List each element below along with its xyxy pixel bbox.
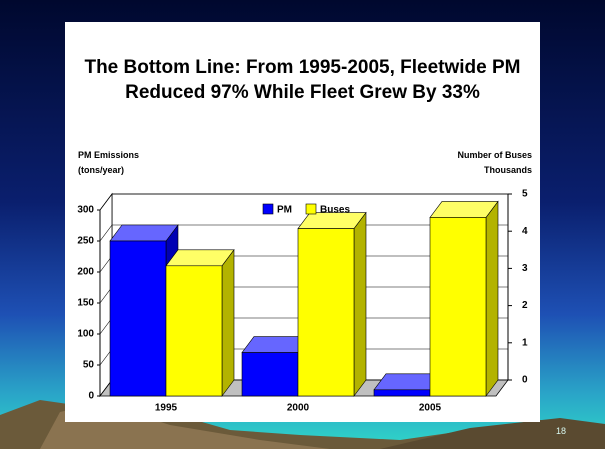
grid-line xyxy=(99,224,508,242)
bar-side xyxy=(353,211,367,397)
x-tick-label: 1995 xyxy=(155,403,178,414)
bar xyxy=(429,217,487,397)
y2-tick-label: 1 xyxy=(522,337,528,348)
y-tick-label: 300 xyxy=(77,205,94,216)
bar-top xyxy=(109,224,179,242)
bar xyxy=(297,228,355,397)
bar xyxy=(373,389,431,397)
y-tick-label: 100 xyxy=(77,329,94,340)
chart-title: The Bottom Line: From 1995-2005, Fleetwi… xyxy=(84,57,521,103)
y2-axis-label: Number of Buses Thousands xyxy=(457,150,532,175)
y-tick-label: 200 xyxy=(77,267,94,278)
y2-tick-label: 0 xyxy=(522,375,528,386)
bar-top xyxy=(429,201,499,218)
y-tick-label: 50 xyxy=(83,360,95,371)
y2-tick-label: 2 xyxy=(522,300,528,311)
bar-side xyxy=(485,200,499,397)
legend-label: PM xyxy=(277,205,292,216)
y-tick-label: 150 xyxy=(77,298,94,309)
x-tick-label: 2000 xyxy=(287,403,310,414)
y-tick-label: 250 xyxy=(77,236,94,247)
y2-tick-label: 3 xyxy=(522,263,528,274)
y2-tick-label: 5 xyxy=(522,189,528,200)
legend-swatch xyxy=(262,203,274,215)
y2-tick-label: 4 xyxy=(522,226,528,237)
bar xyxy=(241,352,299,397)
bar xyxy=(109,240,167,397)
bar-top xyxy=(165,249,235,267)
x-tick-label: 2005 xyxy=(419,403,442,414)
bar-side xyxy=(221,248,235,397)
legend-label: Buses xyxy=(320,205,350,216)
bar xyxy=(165,265,223,397)
y-axis-label: PM Emissions (tons/year) xyxy=(78,150,140,175)
legend-swatch xyxy=(305,203,317,215)
grid-line xyxy=(99,193,508,211)
y-tick-label: 0 xyxy=(88,391,94,402)
page-number: 18 xyxy=(556,426,567,436)
